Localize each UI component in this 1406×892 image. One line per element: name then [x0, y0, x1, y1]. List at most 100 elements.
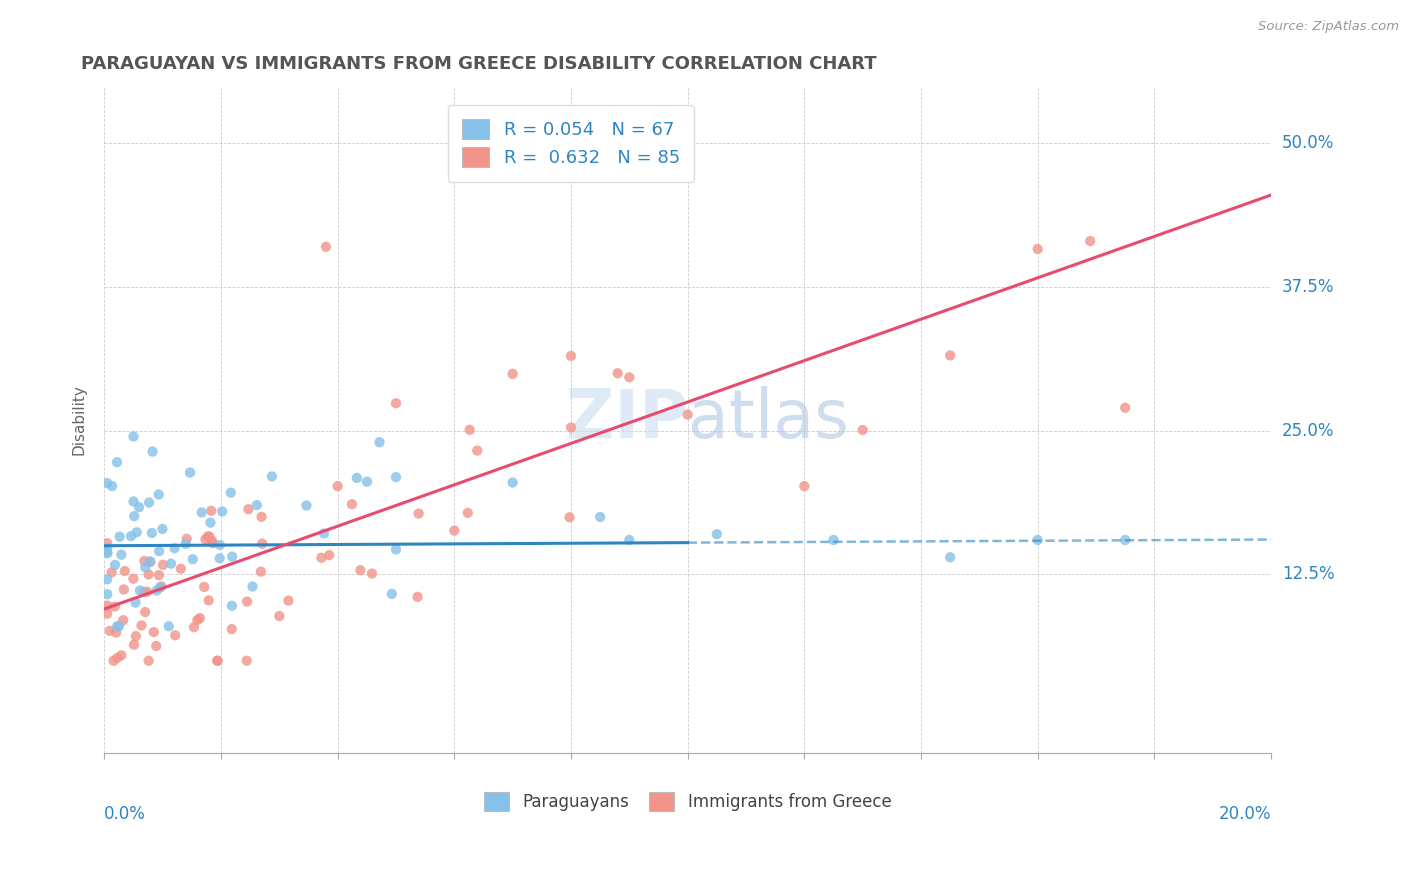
Point — [124, 596, 146, 610]
Text: 37.5%: 37.5% — [1282, 278, 1334, 296]
Point — [112, 582, 135, 597]
Point — [250, 536, 273, 550]
Point — [558, 510, 581, 524]
Point — [221, 549, 243, 564]
Point — [149, 580, 172, 594]
Point — [114, 564, 136, 578]
Point — [134, 560, 156, 574]
Point — [408, 507, 430, 521]
Point — [823, 533, 845, 547]
Point — [852, 423, 875, 437]
Point — [103, 654, 125, 668]
Point — [186, 613, 208, 627]
Point — [96, 546, 118, 560]
Point — [170, 562, 193, 576]
Point — [458, 423, 481, 437]
Point — [148, 487, 170, 501]
Point — [235, 654, 257, 668]
Point — [201, 533, 224, 548]
Point — [128, 500, 150, 515]
Point — [457, 506, 479, 520]
Point — [1078, 234, 1101, 248]
Point — [221, 622, 243, 636]
Point — [939, 348, 962, 362]
Point — [385, 542, 408, 557]
Point — [152, 522, 174, 536]
Point — [197, 529, 219, 543]
Point — [160, 557, 183, 571]
Point — [96, 587, 118, 601]
Point — [939, 550, 962, 565]
Point — [104, 599, 127, 614]
Point — [619, 370, 641, 384]
Point — [134, 554, 156, 568]
Point — [318, 548, 340, 562]
Point — [134, 605, 156, 619]
Point — [207, 654, 229, 668]
Point — [246, 498, 269, 512]
Point — [142, 625, 165, 640]
Point — [295, 499, 318, 513]
Point — [385, 396, 408, 410]
Text: 0.0%: 0.0% — [104, 805, 146, 823]
Point — [238, 502, 260, 516]
Point — [96, 599, 118, 613]
Point — [104, 558, 127, 572]
Point — [1114, 401, 1136, 415]
Point — [560, 349, 582, 363]
Point — [277, 593, 299, 607]
Point — [122, 638, 145, 652]
Point — [138, 495, 160, 509]
Point — [312, 526, 335, 541]
Point — [190, 506, 212, 520]
Point — [381, 587, 404, 601]
Point — [101, 479, 124, 493]
Point — [120, 529, 142, 543]
Point — [219, 485, 242, 500]
Point — [125, 629, 148, 643]
Point — [443, 524, 465, 538]
Point — [96, 476, 118, 491]
Point — [676, 408, 699, 422]
Point — [98, 624, 121, 638]
Point — [105, 455, 128, 469]
Point — [96, 607, 118, 621]
Point — [589, 510, 612, 524]
Point — [122, 494, 145, 508]
Point — [221, 599, 243, 613]
Point — [122, 509, 145, 524]
Point — [148, 568, 170, 582]
Point — [142, 444, 165, 458]
Point — [138, 567, 160, 582]
Text: 25.0%: 25.0% — [1282, 422, 1334, 440]
Text: 50.0%: 50.0% — [1282, 135, 1334, 153]
Point — [96, 536, 118, 550]
Point — [211, 504, 233, 518]
Point — [326, 479, 349, 493]
Point — [619, 533, 641, 547]
Point — [465, 443, 488, 458]
Point — [201, 536, 224, 550]
Text: PARAGUAYAN VS IMMIGRANTS FROM GREECE DISABILITY CORRELATION CHART: PARAGUAYAN VS IMMIGRANTS FROM GREECE DIS… — [82, 55, 876, 73]
Legend: Paraguayans, Immigrants from Greece: Paraguayans, Immigrants from Greece — [478, 786, 898, 818]
Point — [361, 566, 384, 581]
Point — [207, 654, 229, 668]
Point — [108, 530, 131, 544]
Point — [269, 609, 291, 624]
Point — [105, 625, 128, 640]
Point — [141, 526, 163, 541]
Point — [125, 525, 148, 540]
Point — [793, 479, 815, 493]
Point — [134, 585, 156, 599]
Point — [122, 572, 145, 586]
Point — [138, 654, 160, 668]
Point — [148, 544, 170, 558]
Point — [242, 580, 264, 594]
Y-axis label: Disability: Disability — [72, 384, 86, 455]
Text: 12.5%: 12.5% — [1282, 566, 1334, 583]
Point — [198, 529, 221, 543]
Point — [152, 558, 174, 572]
Text: 20.0%: 20.0% — [1219, 805, 1271, 823]
Point — [174, 537, 197, 551]
Point — [131, 618, 153, 632]
